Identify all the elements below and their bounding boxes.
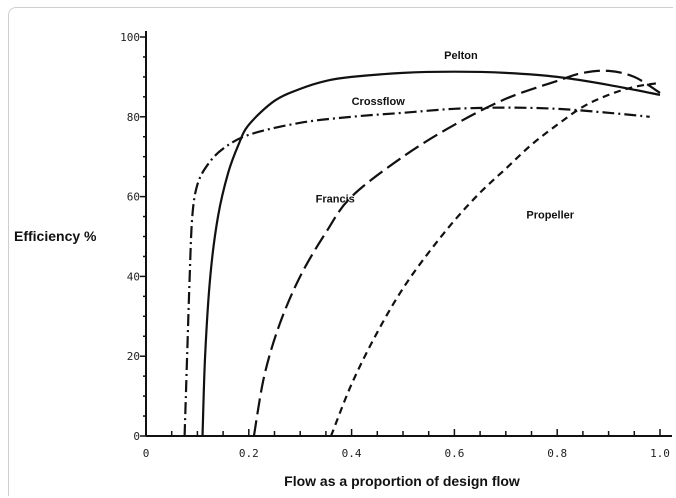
series-label-propeller: Propeller [526, 210, 574, 222]
series-layer [183, 69, 661, 437]
y-tick-label: 40 [127, 270, 140, 283]
series-line-crossflow [183, 106, 650, 437]
x-tick-label: 0 [143, 447, 150, 460]
series-label-crossflow: Crossflow [352, 96, 406, 108]
chart-frame [8, 7, 673, 496]
y-tick-label: 80 [127, 111, 140, 124]
x-tick-label: 0.4 [342, 447, 362, 460]
y-tick-label: 0 [133, 430, 140, 443]
series-line-pelton [201, 70, 661, 437]
x-axis-title: Flow as a proportion of design flow [284, 473, 520, 489]
series-label-pelton: Pelton [444, 50, 478, 62]
series-line-francis [252, 69, 661, 437]
y-tick-label: 20 [127, 350, 140, 363]
x-tick-label: 0.2 [239, 447, 259, 460]
axes: 0 0.2 0.4 0.6 0.8 1.0 0 20 40 60 80 100 [120, 31, 672, 460]
y-axis-title: Efficiency % [14, 228, 97, 244]
labels-layer: Pelton Crossflow Francis Propeller [316, 50, 575, 222]
x-tick-label: 0.6 [444, 447, 464, 460]
series-line-propeller [329, 81, 661, 437]
x-tick-label: 0.8 [547, 447, 567, 460]
x-tick-label: 1.0 [650, 447, 670, 460]
y-tick-label: 60 [127, 191, 140, 204]
y-tick-label: 100 [120, 31, 140, 44]
series-label-francis: Francis [316, 194, 355, 206]
